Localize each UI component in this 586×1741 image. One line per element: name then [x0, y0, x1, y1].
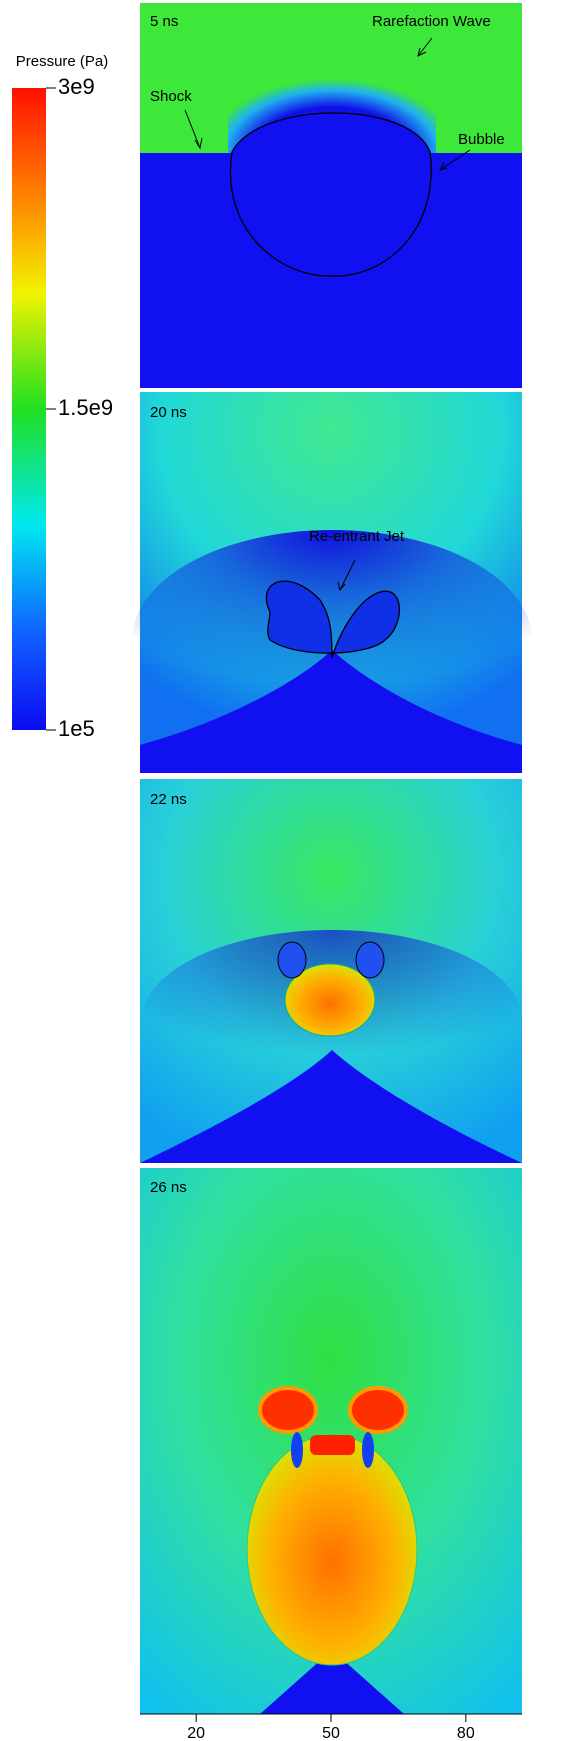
- time-label: 20 ns: [150, 404, 187, 421]
- panel: [132, 392, 532, 773]
- hot-spot: [350, 1388, 406, 1432]
- annotation: Rarefaction Wave: [372, 13, 491, 30]
- panel: [140, 3, 522, 388]
- colorbar-tick-label: 1e5: [58, 716, 95, 741]
- x-tick-label: 20: [187, 1725, 205, 1741]
- colorbar-tick-label: 1.5e9: [58, 395, 113, 420]
- bubble: [247, 1435, 417, 1665]
- colorbar: [12, 88, 46, 730]
- figure: Pressure (Pa) 5 ns Rarefaction Wave Shoc…: [0, 0, 586, 1741]
- bubble-lobe: [278, 942, 306, 978]
- annotation: Shock: [150, 88, 192, 105]
- time-label: 26 ns: [150, 1179, 187, 1196]
- bubble-lobe: [356, 942, 384, 978]
- colorbar-title: Pressure (Pa): [16, 53, 109, 70]
- page: Pressure (Pa) 5 ns Rarefaction Wave Shoc…: [0, 0, 586, 1741]
- time-label: 22 ns: [150, 791, 187, 808]
- colorbar-tick-label: 3e9: [58, 74, 95, 99]
- panel: [140, 1168, 522, 1714]
- panel: [140, 779, 522, 1163]
- x-tick-label: 80: [457, 1725, 475, 1741]
- x-tick-label: 50: [322, 1725, 340, 1741]
- hot-spot: [310, 1435, 355, 1455]
- time-label: 5 ns: [150, 13, 178, 30]
- cavity: [362, 1432, 374, 1468]
- hot-spot: [260, 1388, 316, 1432]
- annotation: Bubble: [458, 131, 505, 148]
- annotation: Re-entrant Jet: [309, 528, 405, 545]
- cavity: [291, 1432, 303, 1468]
